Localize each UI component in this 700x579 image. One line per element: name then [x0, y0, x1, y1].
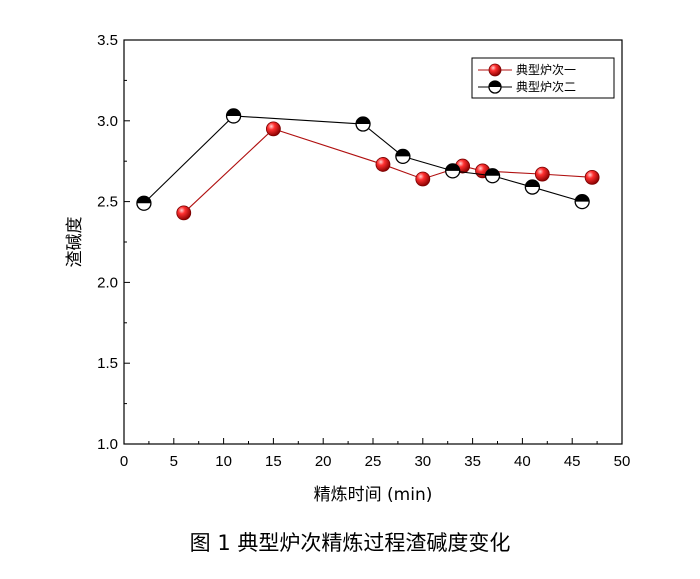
plot-area: 0 5 10 15 20 25 30 35 40 45 50 1.0 1.5 2.0 2.5 3.0 3.5 — [97, 32, 630, 470]
y-tick-label: 3.0 — [97, 113, 118, 130]
marker-fill — [226, 108, 241, 116]
chart: 0 5 10 15 20 25 30 35 40 45 50 1.0 1.5 2.0 2.5 3.0 3.5 典… — [65, 32, 630, 505]
x-tick-label: 25 — [365, 453, 382, 470]
x-tick-label: 35 — [464, 453, 481, 470]
data-point — [375, 157, 391, 172]
marker-fill — [445, 163, 460, 171]
data-point — [584, 169, 600, 185]
marker-fill — [525, 180, 540, 188]
data-point — [395, 148, 411, 165]
data-point — [136, 195, 152, 211]
series-line — [183, 128, 593, 214]
data-point — [484, 168, 501, 184]
series-layer — [136, 108, 600, 221]
x-tick-label: 10 — [215, 453, 232, 470]
x-tick-label: 0 — [120, 453, 128, 470]
data-point — [534, 166, 550, 182]
x-tick-label: 15 — [265, 453, 282, 470]
marker-fill — [575, 194, 590, 202]
figure-caption: 图 1 典型炉次精炼过程渣碱度变化 — [189, 531, 511, 555]
marker-fill — [356, 117, 371, 125]
marker-fill — [395, 149, 410, 157]
data-point — [415, 171, 431, 187]
data-point — [225, 108, 242, 124]
marker-fill — [136, 196, 151, 204]
x-tick-label: 45 — [564, 453, 581, 470]
y-tick-label: 1.0 — [97, 436, 118, 453]
x-tick-label: 30 — [414, 453, 431, 470]
y-tick-label: 2.0 — [97, 274, 118, 291]
y-tick-label: 2.5 — [97, 194, 118, 211]
y-tick-label: 3.5 — [97, 32, 118, 49]
data-point — [265, 121, 281, 137]
series-1 — [176, 121, 600, 221]
data-point — [524, 179, 541, 195]
x-tick-label: 40 — [514, 453, 531, 470]
marker-fill — [485, 168, 500, 176]
marker-fill — [489, 81, 501, 87]
data-point — [445, 163, 461, 179]
series-2 — [136, 108, 590, 211]
y-tick-label: 1.5 — [97, 355, 118, 372]
x-tick-label: 5 — [170, 453, 178, 470]
legend-marker — [488, 63, 502, 77]
data-point — [355, 116, 371, 132]
data-point — [574, 193, 590, 210]
legend-marker — [488, 80, 502, 94]
legend-label: 典型炉次一 — [516, 63, 576, 77]
x-tick-label: 50 — [614, 453, 631, 470]
data-point — [176, 205, 192, 221]
x-tick-label: 20 — [315, 453, 332, 470]
x-axis-title: 精炼时间 (min) — [314, 485, 433, 505]
plot-frame — [123, 39, 623, 445]
y-axis-title: 渣碱度 — [65, 217, 85, 268]
legend-label: 典型炉次二 — [516, 80, 576, 94]
